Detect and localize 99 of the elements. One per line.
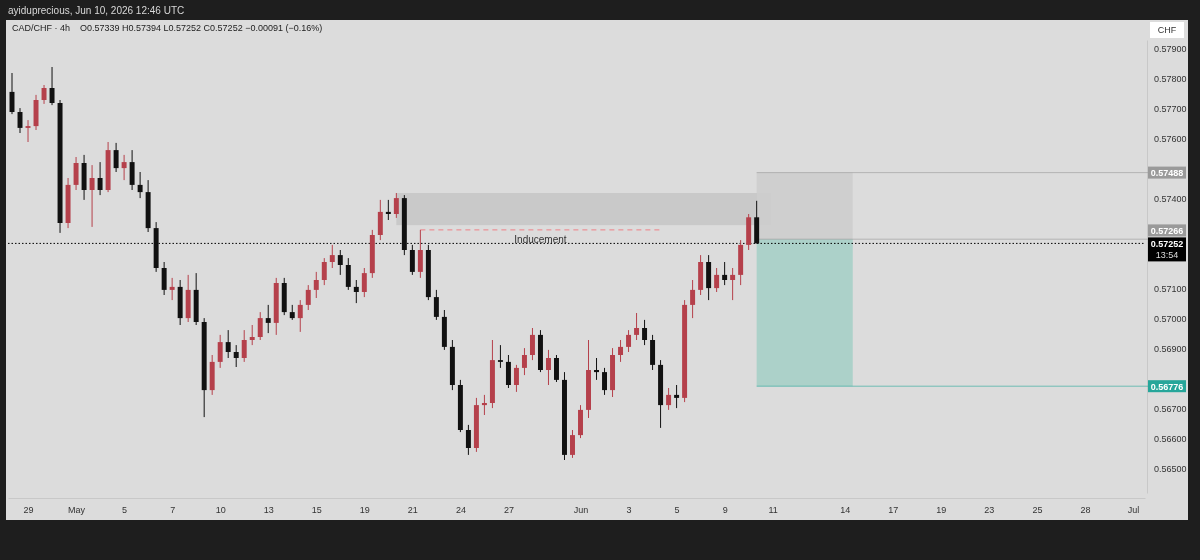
- x-tick-label: 21: [407, 505, 418, 516]
- candlestick: [634, 312, 640, 341]
- candlestick: [417, 229, 423, 279]
- candlestick: [393, 192, 399, 219]
- x-tick-label: 14: [840, 505, 851, 516]
- x-tick-label: 23: [984, 505, 995, 516]
- y-axis-title: CHF: [1157, 25, 1177, 35]
- y-tick-label: 0.57700: [1154, 104, 1187, 115]
- candlestick: [225, 329, 231, 359]
- candlestick: [505, 354, 511, 389]
- candlestick: [49, 66, 55, 106]
- candlestick: [570, 429, 575, 459]
- candlestick: [666, 387, 672, 411]
- candlestick: [674, 384, 680, 409]
- candlestick: [161, 261, 167, 296]
- ref-line-label: 0.56776: [1150, 381, 1184, 392]
- candlestick: [433, 289, 439, 321]
- candlestick: [409, 244, 415, 276]
- candlestick: [337, 249, 343, 276]
- x-tick-label: Jun: [573, 505, 589, 516]
- y-tick-label: 0.57600: [1154, 134, 1187, 145]
- x-tick-label: 19: [359, 505, 370, 516]
- candlestick: [113, 142, 119, 173]
- candlestick: [345, 257, 351, 291]
- candlestick: [594, 357, 599, 381]
- ref-line-label: 0.57266: [1150, 225, 1184, 236]
- candlestick: [169, 277, 175, 301]
- y-tick-label: 0.56900: [1154, 344, 1187, 355]
- candlestick: [257, 311, 263, 341]
- x-tick-label: 25: [1032, 505, 1043, 516]
- candlestick: [41, 84, 47, 105]
- candlestick: [377, 199, 383, 241]
- candlestick: [97, 161, 103, 196]
- candlestick: [121, 154, 127, 181]
- x-tick-label: 5: [674, 505, 680, 516]
- candlestick: [353, 279, 359, 304]
- y-tick-label: 0.57800: [1154, 74, 1187, 85]
- candlestick: [722, 261, 728, 286]
- x-tick-label: 3: [626, 505, 632, 516]
- candlestick: [361, 267, 367, 298]
- x-tick-label: 27: [503, 505, 514, 516]
- candlestick: [626, 329, 632, 353]
- candlestick: [233, 344, 239, 368]
- y-tick-label: 0.57000: [1154, 314, 1187, 325]
- candlestick: [73, 156, 79, 191]
- ref-line-label: 0.57252: [1150, 238, 1184, 249]
- candlestick: [89, 164, 95, 228]
- candlestick: [265, 304, 271, 334]
- candlestick: [241, 329, 247, 363]
- x-tick-label: May: [68, 505, 86, 516]
- y-tick-label: 0.57900: [1154, 44, 1187, 55]
- candlestick: [465, 424, 471, 456]
- x-tick-label: Jul: [1127, 505, 1140, 516]
- candlestick: [249, 324, 255, 346]
- x-tick-label: 11: [768, 505, 778, 516]
- candlestick: [714, 267, 720, 293]
- x-tick-label: 13: [263, 505, 274, 516]
- chart-subtitle: O0.57339 H0.57394 L0.57252 C0.57252 −0.00091 (−0.16%): [80, 23, 323, 33]
- candlestick: [313, 271, 319, 299]
- candlestick: [521, 347, 527, 376]
- x-tick-label: 24: [455, 505, 466, 516]
- ref-line-label: Inducement: [514, 233, 567, 245]
- chart-title: CAD/CHF · 4h: [12, 23, 71, 33]
- x-tick-label: 28: [1080, 505, 1091, 516]
- x-tick-label: 29: [23, 505, 34, 516]
- candlestick: [730, 267, 736, 301]
- text: 13:54: [1155, 250, 1179, 261]
- candlestick: [385, 199, 391, 221]
- ref-line-label: 0.57488: [1150, 168, 1184, 179]
- candlestick: [545, 349, 551, 386]
- x-tick-label: 15: [311, 505, 322, 516]
- y-tick-label: 0.56600: [1154, 434, 1187, 445]
- x-tick-label: 17: [888, 505, 899, 516]
- x-tick-label: 9: [722, 505, 728, 516]
- candlestick: [329, 244, 335, 269]
- y-tick-label: 0.56500: [1154, 464, 1187, 475]
- x-tick-label: 10: [215, 505, 226, 516]
- y-tick-label: 0.57100: [1154, 284, 1187, 295]
- candlestick: [137, 171, 143, 199]
- x-tick-label: 7: [170, 505, 176, 516]
- candlestick: [602, 367, 608, 396]
- candlestick: [129, 149, 135, 191]
- candlestick: [481, 394, 487, 416]
- candlestick: [321, 257, 327, 286]
- candlestick: [529, 327, 535, 361]
- text: ayiduprecious, Jun 10, 2026 12:46 UTC: [8, 5, 185, 16]
- candlestick: [513, 364, 519, 393]
- candlestick: [642, 319, 648, 346]
- y-tick-label: 0.57400: [1154, 194, 1187, 205]
- candlestick: [690, 279, 696, 319]
- candlestick: [554, 354, 559, 383]
- candlestick: [618, 339, 624, 363]
- y-tick-label: 0.56700: [1154, 404, 1187, 415]
- x-tick-label: 5: [122, 505, 128, 516]
- candlestick: [297, 299, 303, 333]
- candlestick: [217, 334, 223, 369]
- x-tick-label: 19: [936, 505, 947, 516]
- candlestick: [305, 284, 311, 311]
- candlestick: [497, 344, 503, 369]
